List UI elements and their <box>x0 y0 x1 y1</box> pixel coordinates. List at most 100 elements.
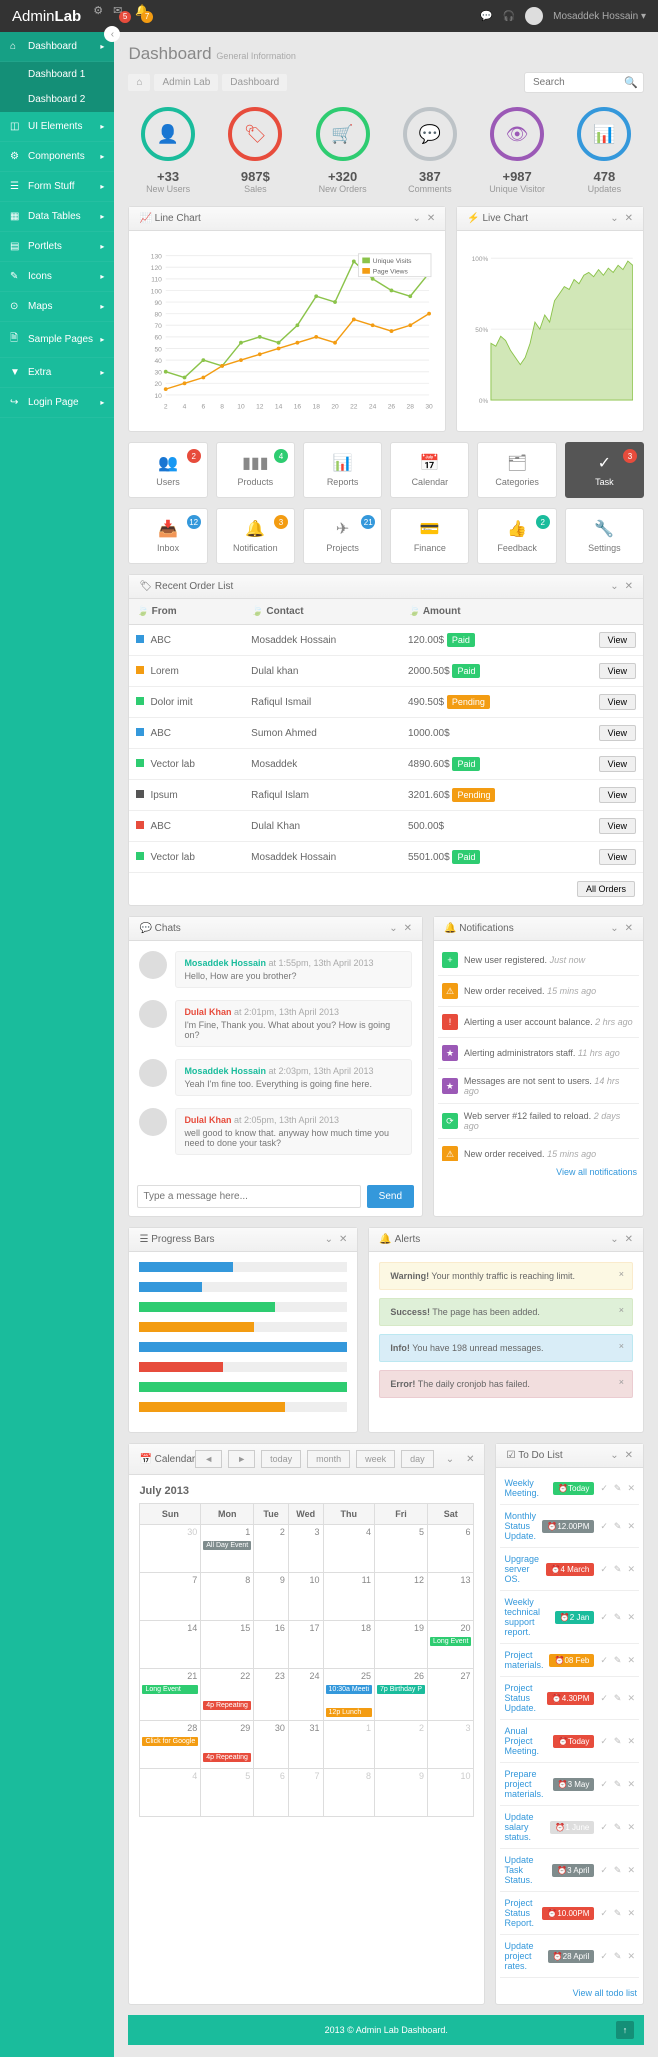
delete-icon[interactable]: ✕ <box>627 1655 635 1666</box>
check-icon[interactable]: ✓ <box>600 1951 608 1962</box>
cal-cell[interactable]: 2510:30a Meeti12p Lunch <box>324 1669 375 1721</box>
cal-cell[interactable]: 30 <box>254 1721 289 1769</box>
breadcrumb[interactable]: ⌂ Admin Lab Dashboard <box>128 74 287 91</box>
delete-icon[interactable]: ✕ <box>627 1693 635 1704</box>
cal-cell[interactable]: 27 <box>428 1669 474 1721</box>
close-icon[interactable]: × <box>619 1377 624 1387</box>
cal-cell[interactable]: 6 <box>428 1525 474 1573</box>
cal-cell[interactable]: 3 <box>289 1525 324 1573</box>
close-icon[interactable]: ✕ <box>625 581 633 592</box>
panel-tool[interactable]: ⌄ <box>446 1454 454 1465</box>
check-icon[interactable]: ✓ <box>600 1612 608 1623</box>
check-icon[interactable]: ✓ <box>600 1822 608 1833</box>
tile-task[interactable]: ✓Task3 <box>565 442 644 498</box>
tile-inbox[interactable]: 📥Inbox12 <box>128 508 207 564</box>
collapse-icon[interactable]: ⌄ <box>325 1234 333 1245</box>
cal-cell[interactable]: 19 <box>375 1621 428 1669</box>
cal-cell[interactable]: 17 <box>289 1621 324 1669</box>
collapse-icon[interactable]: ⌄ <box>610 213 618 224</box>
cal-cell[interactable]: 9 <box>254 1573 289 1621</box>
cal-cell[interactable]: 3 <box>428 1721 474 1769</box>
cal-cell[interactable]: 18 <box>324 1621 375 1669</box>
tile-categories[interactable]: 🗂Categories <box>477 442 556 498</box>
notif-item[interactable]: ★Messages are not sent to users. 14 hrs … <box>438 1069 639 1104</box>
edit-icon[interactable]: ✎ <box>614 1779 622 1790</box>
cal-cell[interactable]: 224p Repeating <box>201 1669 254 1721</box>
cal-cell[interactable]: 20Long Event <box>428 1621 474 1669</box>
sidebar-subitem[interactable]: Dashboard 2 <box>0 87 114 112</box>
check-icon[interactable]: ✓ <box>600 1521 608 1532</box>
view-button[interactable]: View <box>599 663 636 679</box>
cal-cell[interactable]: 16 <box>254 1621 289 1669</box>
cal-cell[interactable]: 4 <box>140 1769 201 1817</box>
sidebar-subitem[interactable]: Dashboard 1 <box>0 62 114 87</box>
bell-icon[interactable]: 🔔7 <box>135 4 149 29</box>
delete-icon[interactable]: ✕ <box>627 1865 635 1876</box>
cal-cell[interactable]: 14 <box>140 1621 201 1669</box>
cal-cell[interactable]: 11 <box>324 1573 375 1621</box>
edit-icon[interactable]: ✎ <box>614 1822 622 1833</box>
edit-icon[interactable]: ✎ <box>614 1521 622 1532</box>
tile-settings[interactable]: 🔧Settings <box>565 508 644 564</box>
close-icon[interactable]: ✕ <box>625 213 633 224</box>
edit-icon[interactable]: ✎ <box>614 1951 622 1962</box>
edit-icon[interactable]: ✎ <box>614 1655 622 1666</box>
sidebar-item[interactable]: ☰Form Stuff▸ <box>0 172 114 202</box>
cal-cell[interactable]: 24 <box>289 1669 324 1721</box>
cal-nav-button[interactable]: day <box>401 1450 434 1468</box>
notif-item[interactable]: ★Alerting administrators staff. 11 hrs a… <box>438 1038 639 1069</box>
collapse-icon[interactable]: ⌄ <box>610 1234 618 1245</box>
sidebar-item[interactable]: ↪Login Page▸ <box>0 388 114 418</box>
tile-finance[interactable]: 💳Finance <box>390 508 469 564</box>
cal-nav-button[interactable]: week <box>356 1450 395 1468</box>
search-icon[interactable]: 🔍 <box>624 76 638 89</box>
delete-icon[interactable]: ✕ <box>627 1822 635 1833</box>
check-icon[interactable]: ✓ <box>600 1693 608 1704</box>
panel-tool[interactable]: ✕ <box>466 1454 474 1465</box>
edit-icon[interactable]: ✎ <box>614 1612 622 1623</box>
cal-cell[interactable]: 2 <box>375 1721 428 1769</box>
cal-cell[interactable]: 15 <box>201 1621 254 1669</box>
check-icon[interactable]: ✓ <box>600 1908 608 1919</box>
collapse-icon[interactable]: ⌄ <box>412 213 420 224</box>
sidebar-item[interactable]: ▼Extra▸ <box>0 358 114 388</box>
cal-cell[interactable]: 1 <box>324 1721 375 1769</box>
check-icon[interactable]: ✓ <box>600 1865 608 1876</box>
view-button[interactable]: View <box>599 725 636 741</box>
edit-icon[interactable]: ✎ <box>614 1483 622 1494</box>
sidebar-item[interactable]: ▦Data Tables▸ <box>0 202 114 232</box>
notif-item[interactable]: !Alerting a user account balance. 2 hrs … <box>438 1007 639 1038</box>
headset-icon[interactable]: 🎧 <box>503 11 515 22</box>
cal-cell[interactable]: 7 <box>140 1573 201 1621</box>
edit-icon[interactable]: ✎ <box>614 1564 622 1575</box>
view-button[interactable]: View <box>599 818 636 834</box>
check-icon[interactable]: ✓ <box>600 1483 608 1494</box>
cal-nav-button[interactable]: month <box>307 1450 350 1468</box>
edit-icon[interactable]: ✎ <box>614 1908 622 1919</box>
notif-item[interactable]: ⚠New order received. 15 mins ago <box>438 976 639 1007</box>
sidebar-item[interactable]: ⊙Maps▸ <box>0 292 114 322</box>
check-icon[interactable]: ✓ <box>600 1736 608 1747</box>
delete-icon[interactable]: ✕ <box>627 1908 635 1919</box>
collapse-icon[interactable]: ⌄ <box>610 581 618 592</box>
cal-cell[interactable]: 2 <box>254 1525 289 1573</box>
view-button[interactable]: View <box>599 694 636 710</box>
cal-cell[interactable]: 8 <box>201 1573 254 1621</box>
close-icon[interactable]: ✕ <box>339 1234 347 1245</box>
close-icon[interactable]: ✕ <box>625 1234 633 1245</box>
sidebar-item[interactable]: 🗎Sample Pages▸ <box>0 322 114 358</box>
delete-icon[interactable]: ✕ <box>627 1483 635 1494</box>
user-avatar[interactable] <box>525 7 543 25</box>
cal-cell[interactable]: 7 <box>289 1769 324 1817</box>
chat-input[interactable] <box>137 1185 360 1208</box>
tile-projects[interactable]: ✈Projects21 <box>303 508 382 564</box>
cal-cell[interactable]: 4 <box>324 1525 375 1573</box>
cal-cell[interactable]: 23 <box>254 1669 289 1721</box>
cal-cell[interactable]: 294p Repeating <box>201 1721 254 1769</box>
all-orders-button[interactable]: All Orders <box>577 881 635 897</box>
close-icon[interactable]: ✕ <box>427 213 435 224</box>
home-icon[interactable]: ⌂ <box>128 74 150 91</box>
cal-cell[interactable]: 6 <box>254 1769 289 1817</box>
delete-icon[interactable]: ✕ <box>627 1612 635 1623</box>
cal-cell[interactable]: 30 <box>140 1525 201 1573</box>
